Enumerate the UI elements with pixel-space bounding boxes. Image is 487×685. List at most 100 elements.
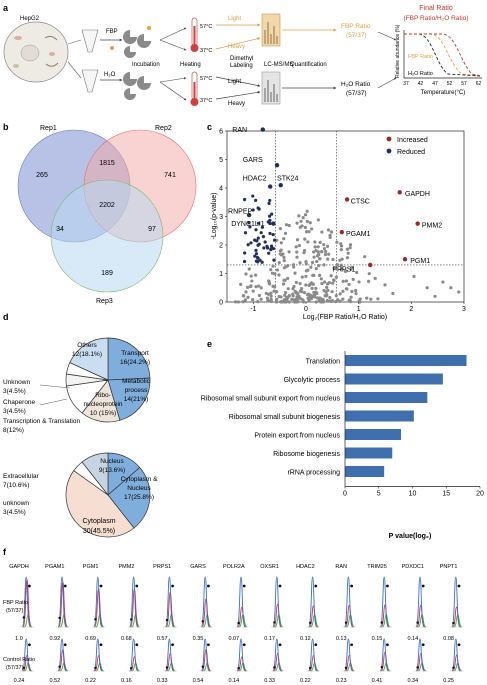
volcano-point: [339, 267, 344, 271]
volcano-point: [433, 294, 437, 298]
panel-a-label: a: [3, 3, 9, 13]
protein-label-gars: GARS: [190, 564, 206, 570]
panel-f: f GAPDH 1.0 0.24 PGAM1 0.92 0.52 PGM1 0.69 0.22 P…: [3, 547, 464, 684]
panel-b-label: b: [3, 122, 9, 132]
volcano-point: [303, 225, 308, 230]
volcano-point: [295, 250, 299, 254]
chromatogram-dot: [207, 643, 210, 647]
fbp-chromatogram-pdxdc1: [413, 576, 428, 628]
volcano-point: [310, 294, 314, 298]
chromatogram-dot: [452, 621, 455, 625]
volcano-point: [271, 232, 275, 237]
volcano-label-gapdh: GAPDH: [405, 191, 430, 198]
volcano-point: [263, 240, 267, 244]
volcano-point: [269, 268, 273, 272]
volcano-point: [295, 221, 299, 225]
volcano-point: [303, 213, 308, 217]
protein-label-pgam1: PGAM1: [45, 564, 64, 570]
volcano-point-dync1li1: [271, 221, 276, 226]
curve-tick-57: 57: [461, 81, 467, 87]
volcano-point: [277, 294, 281, 299]
volcano-point: [250, 279, 254, 283]
h2o-ratio-sub: (57/37): [346, 90, 367, 97]
volcano-point: [306, 240, 310, 244]
pie2-cytonuc-name2: Nucleus: [127, 485, 151, 492]
volcano-point: [310, 286, 314, 290]
curve-xticks: 37 42 47 52 57 62: [403, 81, 481, 87]
chromatogram-dot: [171, 643, 175, 647]
volcano-point: [298, 289, 302, 293]
volcano-point: [326, 257, 330, 261]
bar-glycolytic-process: [345, 373, 443, 385]
chromatogram-dot: [350, 643, 353, 647]
pie1-transport-name: Transport: [121, 350, 149, 357]
pie1-ribo-val: 10 (15%): [90, 410, 116, 417]
volcano-xlabel: Log₂(FBP Ratio/H₂O Ratio): [303, 314, 387, 321]
pie-slice-transport: [107, 337, 151, 381]
volcano-point: [314, 290, 318, 294]
protein-label-pgm1: PGM1: [83, 564, 99, 570]
chromatogram-dot: [242, 584, 246, 588]
chromatogram-dot: [135, 584, 139, 588]
chromatogram-trace: [451, 576, 461, 628]
pie1-transcription-val: 8(12%): [3, 427, 24, 434]
volcano-point-reduced: [248, 225, 252, 229]
curve-h2o-label: H₂O Ratio: [408, 71, 433, 77]
volcano-point-reduced: [268, 198, 272, 203]
volcano-point: [297, 243, 301, 248]
fbp-row-sub: (57/37): [6, 608, 24, 614]
protein-label-pmm2: PMM2: [118, 564, 134, 570]
volcano-point: [284, 295, 289, 300]
chromatogram-trace: [272, 576, 282, 628]
chromatogram-trace: [343, 638, 353, 672]
volcano-label-ran: RAN: [232, 127, 247, 134]
bar-ribosomal-small-subunit-biogenesis: [345, 410, 414, 422]
pie1-ribo-name1: Ribo-: [95, 392, 111, 399]
volcano-point: [282, 258, 286, 263]
thermometer-top-icon: [190, 17, 199, 52]
volcano-point: [236, 300, 241, 304]
volcano-point: [286, 276, 290, 280]
volcano-point: [249, 274, 253, 278]
pie2-cytonuc-val: 17(25.8%): [124, 494, 154, 501]
chromatogram-dot: [94, 618, 97, 621]
protein-icons-top: [123, 26, 151, 58]
pie1-chaperone-val: 3(4.5%): [3, 408, 26, 415]
fbp-chromatogram-ran: [342, 576, 357, 628]
volcano-point: [347, 298, 351, 302]
volcano-point: [323, 294, 327, 298]
incubation-label: Incubation: [132, 62, 160, 68]
volcano-label-ctsc: CTSC: [351, 198, 370, 205]
control-value-prps1: 0.33: [157, 678, 168, 684]
chromatogram-trace: [200, 576, 210, 628]
control-chromatogram-gars: [199, 638, 213, 672]
dimethyl-label: Dimethyl: [230, 56, 253, 62]
volcano-point: [316, 254, 320, 258]
volcano-point: [355, 270, 359, 275]
chromatogram-dot: [130, 666, 133, 670]
chromatogram-dot: [416, 666, 419, 669]
volcano-point-reduced: [270, 212, 274, 216]
volcano-point: [304, 283, 308, 287]
light-label-top: Light: [228, 16, 241, 22]
chromatogram-dot: [421, 643, 425, 647]
volcano-label-pgm1: PGM1: [410, 258, 430, 265]
control-value-trim25: 0.41: [372, 678, 383, 684]
volcano-point: [303, 237, 307, 241]
venn-only3: 189: [101, 270, 113, 277]
control-value-hdac2: 0.22: [300, 678, 311, 684]
pie2-unknown-name: unknown: [3, 500, 29, 507]
bar-rrna-processing: [345, 466, 385, 477]
volcano-point: [307, 230, 311, 234]
pie-slice-extracellular: [81, 452, 109, 497]
volcano-point: [298, 261, 302, 265]
volcano-point: [305, 219, 309, 224]
chromatogram-trace: [343, 576, 353, 628]
volcano-point: [254, 252, 259, 256]
volcano-point: [338, 258, 342, 262]
volcano-point: [294, 245, 298, 249]
volcano-point: [344, 279, 349, 283]
chromatogram-dot: [452, 666, 455, 669]
volcano-label-hdac2: HDAC2: [243, 176, 267, 183]
volcano-point: [292, 284, 296, 289]
